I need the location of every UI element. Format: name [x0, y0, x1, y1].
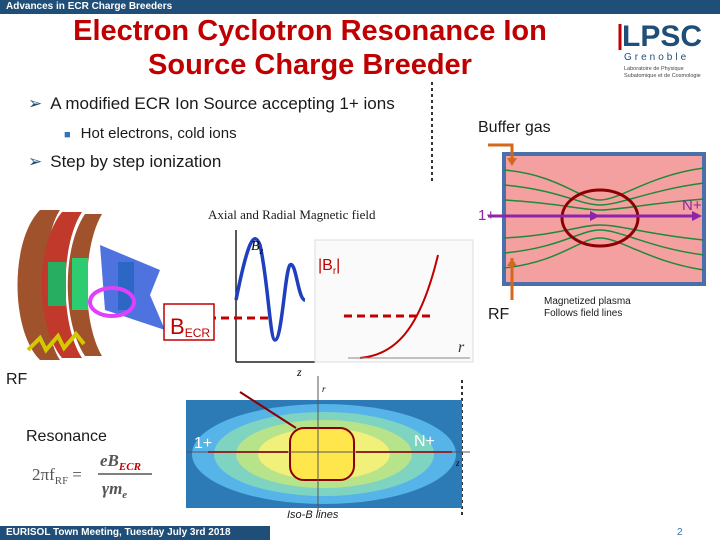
rf-right-label: RF — [488, 306, 510, 323]
iso-b-caption: Iso-B lines — [287, 509, 339, 521]
header-bar: Advances in ECR Charge Breeders — [0, 0, 720, 14]
br-r-axis-label: r — [458, 339, 465, 356]
iso-b-contour-plot — [186, 376, 470, 512]
magnetized-plasma-note: Magnetized plasma Follows field lines — [544, 296, 631, 320]
svg-text:2πfRF=: 2πfRF = — [32, 465, 82, 487]
footer-text: EURISOL Town Meeting, Tuesday July 3rd 2… — [6, 527, 231, 538]
logo-caption-1: Laboratoire de Physique — [624, 66, 684, 72]
bullet-text: Step by step ionization — [50, 152, 222, 171]
bullet-text: A modified ECR Ion Source accepting 1+ i… — [50, 94, 395, 113]
subbullet-text: Hot electrons, cold ions — [80, 125, 237, 142]
one-plus-bottom-label: 1+ — [194, 435, 212, 452]
becr-box — [163, 303, 215, 341]
bz-profile-plot — [195, 230, 315, 363]
magnet-illustration — [17, 210, 165, 360]
square-bullet-icon: ■ — [64, 129, 71, 141]
arrow-bullet-icon: ➢ — [28, 94, 43, 113]
n-plus-bottom-label: N+ — [414, 433, 435, 450]
svg-text:γme: γme — [102, 479, 127, 501]
page-number: 2 — [677, 527, 683, 538]
bullet-step-ionization: ➢ Step by step ionization — [28, 152, 221, 172]
magnetized-line-2: Follows field lines — [544, 308, 623, 319]
svg-text:eBECR: eBECR — [100, 451, 141, 473]
one-plus-top-label: 1+ — [478, 207, 495, 224]
logo-name: LPSC — [622, 20, 702, 53]
magnetized-line-1: Magnetized plasma — [544, 296, 631, 307]
arrow-bullet-icon: ➢ — [28, 152, 43, 171]
footer-bar: EURISOL Town Meeting, Tuesday July 3rd 2… — [0, 526, 270, 540]
subbullet-hot-electrons: ■ Hot electrons, cold ions — [64, 125, 237, 142]
bz-axis-label: Bz — [251, 239, 264, 256]
br-axis-label: |Br| — [318, 257, 340, 277]
lpsc-logo: LPSC Grenoble Laboratoire de Physique Su… — [618, 14, 718, 80]
axial-radial-field-label: Axial and Radial Magnetic field — [208, 207, 376, 222]
rf-left-label: RF — [6, 371, 28, 388]
resonance-label: Resonance — [26, 428, 107, 445]
logo-city: Grenoble — [624, 52, 689, 63]
buffer-gas-pipe — [488, 143, 514, 158]
contour-z-axis-label: z — [455, 458, 460, 468]
bullet-ecr-source: ➢ A modified ECR Ion Source accepting 1+ … — [28, 94, 395, 114]
n-plus-top-label: N+ — [682, 197, 702, 214]
slide-title: Electron Cyclotron Resonance Ion Source … — [73, 15, 547, 81]
header-section-label: Advances in ECR Charge Breeders — [6, 1, 173, 12]
becr-label: BECR — [170, 314, 210, 340]
logo-caption-2: Subatomique et de Cosmologie — [624, 73, 701, 79]
chamber-field-lines — [488, 152, 706, 286]
resonance-formula: 2πfRF = eBECR γme — [32, 451, 152, 501]
buffer-gas-label: Buffer gas — [478, 119, 551, 136]
z-axis-label: z — [296, 365, 302, 379]
contour-r-axis-label: r — [322, 384, 326, 394]
br-profile-plot — [314, 239, 474, 363]
